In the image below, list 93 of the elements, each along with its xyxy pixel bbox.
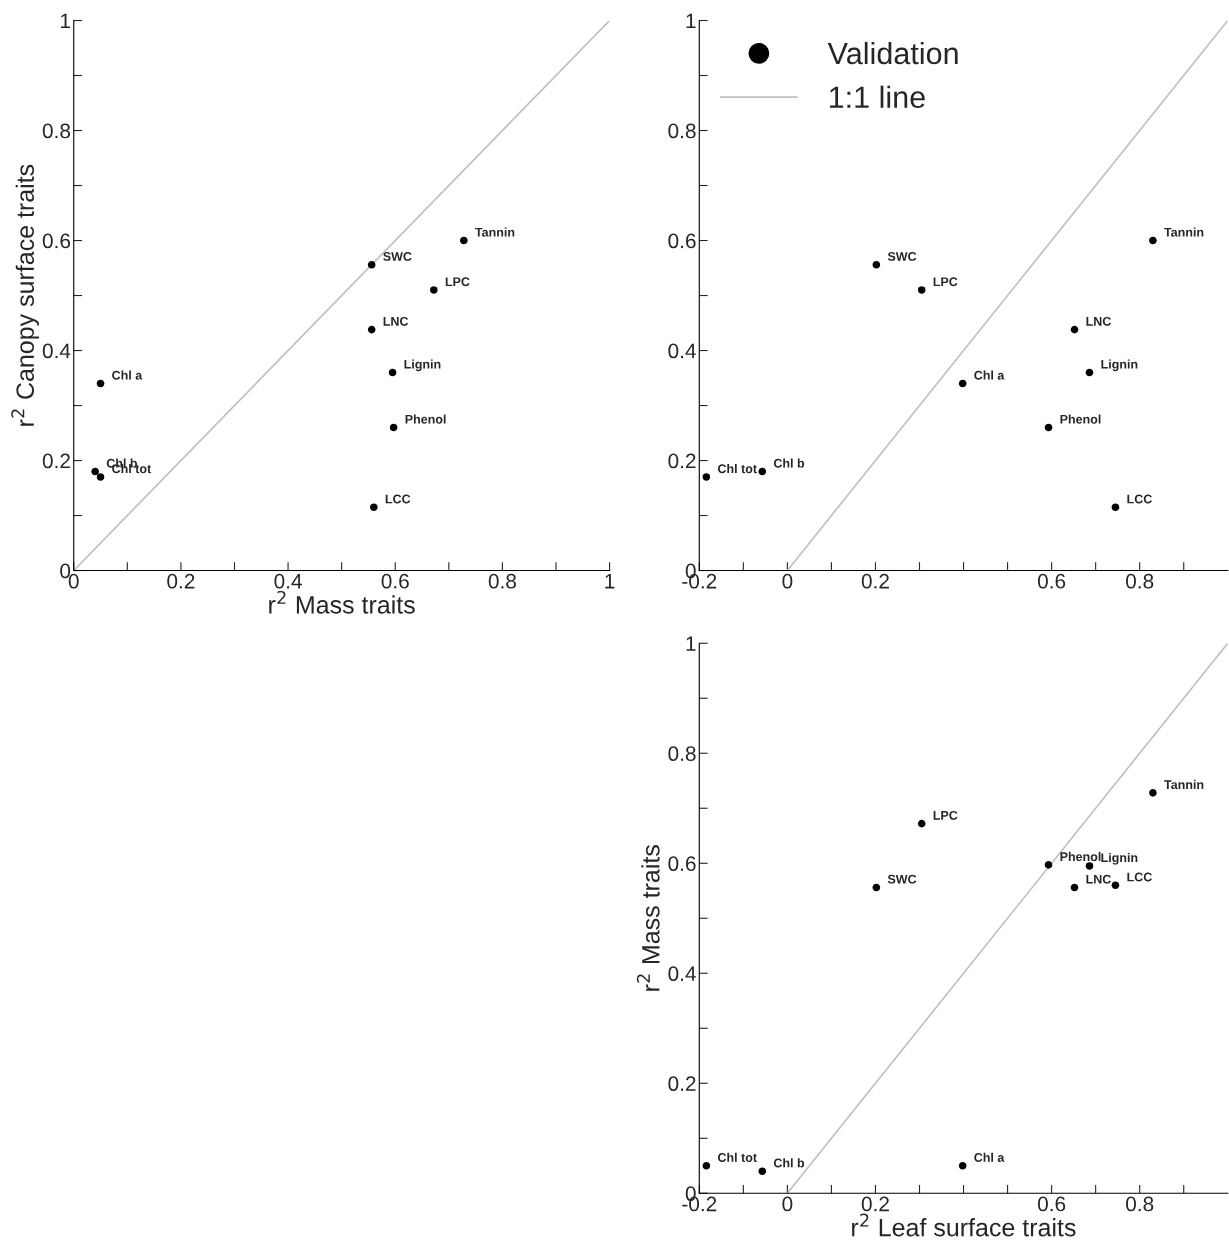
x-tick-label: 0: [782, 1196, 793, 1212]
annotation: Lignin: [1101, 852, 1138, 865]
annotation: LPC: [933, 277, 958, 287]
annotation: LNC: [383, 316, 409, 326]
x-tick-label: 0.6: [381, 573, 409, 589]
annotation: Lignin: [1101, 359, 1138, 372]
x-tick-label: 0.4: [274, 573, 302, 589]
y-tick-label: 0.4: [668, 966, 696, 982]
point: [91, 467, 99, 476]
annotation: Lignin: [404, 359, 441, 372]
point: [872, 260, 881, 269]
y-tick-label: 0.8: [42, 123, 71, 139]
point: [96, 473, 105, 481]
annotation: SWC: [383, 252, 412, 261]
y-tick-label: 1: [60, 13, 70, 29]
point: [367, 325, 376, 334]
annotation: Phenol: [1060, 851, 1101, 862]
x-tick-label: 0: [782, 573, 793, 589]
point: [1111, 503, 1120, 512]
annotation: LCC: [1127, 872, 1152, 882]
annotation: Chl a: [974, 1152, 1005, 1162]
y-tick-label: 0.2: [42, 453, 70, 469]
x-tick-label: 0.6: [1037, 1196, 1066, 1212]
point: [1085, 862, 1094, 870]
y-tick-label: 0.2: [668, 1076, 696, 1092]
annotation: LCC: [1127, 494, 1152, 504]
point: [702, 473, 711, 481]
y-axis-title: r$^{2}$ Mass traits: [636, 845, 660, 991]
y-tick-label: 0.4: [668, 343, 696, 359]
annotation: SWC: [887, 874, 917, 884]
annotation: LCC: [385, 494, 411, 504]
point: [958, 1161, 967, 1170]
y-tick-label: 1: [686, 13, 696, 29]
y-tick-label: 1: [686, 636, 696, 651]
annotation: Phenol: [1060, 414, 1101, 424]
point: [1044, 861, 1053, 869]
annotation: Tannin: [1164, 227, 1204, 237]
point: [1111, 881, 1120, 890]
x-tick-label: 0.6: [1037, 573, 1066, 589]
point: [460, 236, 468, 245]
annotation: LPC: [933, 810, 958, 820]
point: [758, 467, 767, 476]
point: [958, 379, 967, 388]
x-tick-label: 0.8: [1126, 573, 1154, 589]
point: [388, 368, 397, 377]
x-tick-label: 0.2: [861, 1196, 889, 1212]
y-tick-label: 0.4: [42, 343, 71, 359]
x-axis-title: r$^{2}$ Mass traits: [269, 590, 415, 614]
annotation: Chl b: [773, 1158, 805, 1168]
x-tick-label: 0.8: [1126, 1196, 1154, 1212]
annotation: Phenol: [405, 414, 446, 424]
x-tick-label: 0.2: [861, 573, 889, 589]
annotation: LNC: [1086, 874, 1111, 884]
annotation: Chl a: [112, 370, 143, 380]
annotation: Chl a: [974, 370, 1005, 380]
annotation: LPC: [445, 277, 470, 287]
point: [1085, 368, 1094, 377]
point: [702, 1161, 711, 1170]
point: [1149, 236, 1157, 245]
x-tick-label: 0.8: [488, 573, 516, 589]
point: [872, 883, 881, 892]
point: [917, 286, 926, 294]
point: [1149, 789, 1157, 797]
point: [370, 503, 378, 512]
point: [430, 286, 438, 294]
y-tick-label: 0.6: [668, 233, 696, 249]
x-tick-label: 0.2: [167, 573, 195, 589]
point: [96, 379, 105, 388]
annotation: Tannin: [475, 227, 515, 237]
point: [1070, 883, 1079, 892]
y-tick-label: 0.6: [668, 856, 696, 872]
y-axis-title: r$^{2}$ Canopy surface traits: [11, 164, 39, 426]
point: [1070, 325, 1079, 334]
annotation: SWC: [887, 252, 917, 261]
y-tick-label: 0.8: [668, 123, 696, 139]
legend-label: Validation: [827, 41, 958, 65]
y-tick-label: 0.6: [42, 233, 71, 249]
point: [1044, 423, 1053, 432]
annotation: Tannin: [1164, 779, 1204, 789]
point: [389, 423, 398, 432]
annotation: Chl tot: [717, 463, 757, 474]
point: [917, 819, 926, 828]
annotation: Chl b: [773, 458, 805, 468]
point: [367, 260, 376, 269]
y-tick-label: 0.8: [668, 746, 696, 762]
annotation: LNC: [1086, 316, 1111, 326]
annotation: Chl tot: [717, 1152, 757, 1162]
x-axis-title: r$^{2}$ Leaf surface traits: [852, 1213, 1076, 1237]
legend-label: 1:1 line: [829, 85, 925, 109]
y-tick-label: 0: [60, 563, 71, 579]
y-tick-label: 0.2: [668, 453, 696, 469]
point: [758, 1167, 767, 1176]
x-tick-label: 1: [605, 574, 615, 589]
